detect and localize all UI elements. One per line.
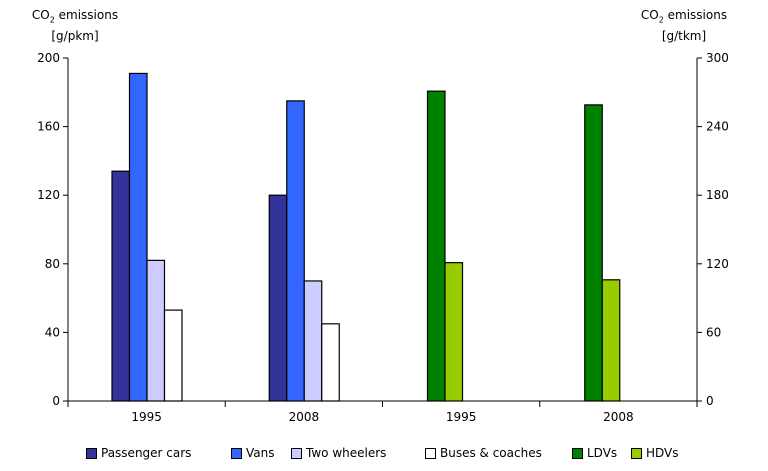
- left-tick-label: 160: [37, 120, 60, 134]
- right-tick-label: 60: [706, 325, 721, 339]
- right-tick-label: 120: [706, 257, 729, 271]
- legend-label: Two wheelers: [306, 446, 387, 460]
- legend-swatch: [572, 447, 583, 459]
- category-label: 1995: [446, 410, 477, 424]
- legend-swatch: [291, 447, 302, 459]
- legend-label: Passenger cars: [101, 446, 192, 460]
- chart-legend: Passenger cars Vans Two wheelers Buses & co…: [0, 444, 768, 464]
- legend-swatch: [86, 447, 97, 459]
- bar-ldvs: [426, 90, 446, 402]
- right-tick-label: 180: [706, 188, 729, 202]
- bar-two-wheelers: [146, 259, 166, 402]
- bar-hdvs: [444, 262, 464, 402]
- left-tick-label: 40: [45, 325, 60, 339]
- bar-vans: [286, 100, 305, 402]
- right-axis-title: CO2 emissions [g/tkm]: [640, 8, 728, 44]
- bar-two-wheelers: [303, 280, 323, 402]
- legend-item: Two wheelers: [291, 446, 386, 460]
- category-label: 2008: [289, 410, 320, 424]
- right-tick-label: 0: [706, 394, 714, 408]
- legend-label: Vans: [246, 446, 275, 460]
- category-label: 2008: [603, 410, 634, 424]
- right-tick-label: 300: [706, 51, 729, 65]
- left-tick-label: 200: [37, 51, 60, 65]
- legend-item: Passenger cars: [86, 446, 191, 460]
- category-label: 1995: [131, 410, 162, 424]
- bar-buses-coaches: [163, 309, 183, 402]
- bar-vans: [128, 72, 148, 402]
- legend-swatch: [231, 447, 242, 459]
- legend-label: Buses & coaches: [440, 446, 542, 460]
- legend-item: LDVs: [572, 446, 617, 460]
- bar-passenger-cars: [268, 194, 288, 402]
- legend-swatch: [425, 447, 436, 459]
- left-axis-title: CO2 emissions [g/pkm]: [31, 8, 119, 44]
- legend-item: Buses & coaches: [425, 446, 542, 460]
- legend-label: HDVs: [646, 446, 679, 460]
- legend-swatch: [631, 447, 642, 459]
- left-tick-label: 0: [52, 394, 60, 408]
- left-tick-label: 120: [37, 188, 60, 202]
- bar-ldvs: [584, 104, 603, 402]
- bar-chart: 0 40 80 120 160 200 0 60 120 180 240 300 1995 2008 199…: [37, 51, 729, 424]
- bar-buses-coaches: [321, 323, 340, 402]
- legend-item: Vans: [231, 446, 275, 460]
- right-tick-label: 240: [706, 120, 729, 134]
- legend-item: HDVs: [631, 446, 679, 460]
- left-tick-label: 80: [45, 257, 60, 271]
- bar-hdvs: [601, 279, 621, 402]
- legend-label: LDVs: [587, 446, 618, 460]
- bar-passenger-cars: [111, 170, 131, 402]
